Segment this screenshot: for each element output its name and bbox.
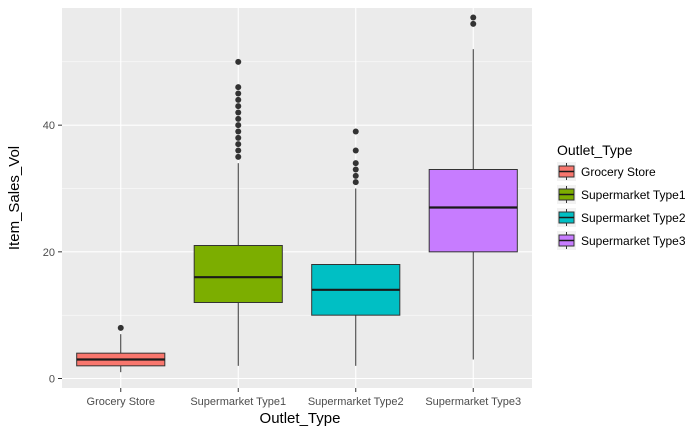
x-tick-label: Supermarket Type2	[308, 396, 404, 408]
legend-item: Supermarket Type3	[557, 231, 686, 250]
outlier-point	[235, 96, 242, 103]
outlier-point	[470, 14, 477, 21]
outlier-point	[117, 324, 124, 331]
outlier-point	[352, 179, 359, 186]
box-group	[428, 14, 518, 360]
x-axis-title: Outlet_Type	[260, 410, 341, 427]
outlier-point	[352, 172, 359, 179]
box-series-layer	[76, 14, 518, 373]
outlier-point	[352, 147, 359, 154]
box-iqr	[193, 245, 283, 303]
legend-label: Grocery Store	[581, 165, 656, 179]
outlier-point	[235, 141, 242, 148]
y-tick-label: 40	[43, 120, 55, 132]
outlier-point	[235, 90, 242, 97]
outlier-point	[235, 115, 242, 122]
outlier-point	[352, 128, 359, 135]
legend: Outlet_Type Grocery Store Supermarket Typ…	[557, 142, 686, 250]
y-axis-title: Item_Sales_Vol	[6, 146, 23, 250]
box-iqr	[428, 169, 518, 253]
outlier-point	[235, 58, 242, 65]
outlier-point	[235, 109, 242, 116]
outlier-point	[235, 84, 242, 91]
outlier-point	[352, 166, 359, 173]
outlier-point	[235, 147, 242, 154]
outlier-point	[235, 122, 242, 129]
legend-item: Grocery Store	[557, 162, 656, 181]
outlier-point	[470, 20, 477, 27]
y-axis-ticks: 0 20 40	[43, 120, 62, 386]
legend-label: Supermarket Type1	[581, 188, 686, 202]
outlier-point	[352, 160, 359, 167]
x-tick-label: Supermarket Type1	[190, 396, 286, 408]
legend-label: Supermarket Type3	[581, 234, 686, 248]
legend-item: Supermarket Type2	[557, 208, 686, 227]
legend-label: Supermarket Type2	[581, 211, 686, 225]
y-tick-label: 20	[43, 247, 55, 259]
legend-item: Supermarket Type1	[557, 185, 686, 204]
outlier-point	[235, 153, 242, 160]
x-axis-ticks: Grocery Store Supermarket Type1 Supermarke…	[87, 388, 521, 408]
x-tick-label: Grocery Store	[87, 396, 155, 408]
box-group	[76, 324, 166, 373]
outlier-point	[235, 134, 242, 141]
box-group	[193, 58, 283, 366]
outlier-point	[235, 103, 242, 110]
outlier-point	[235, 128, 242, 135]
box-group	[311, 128, 401, 366]
legend-title: Outlet_Type	[557, 142, 633, 158]
x-tick-label: Supermarket Type3	[425, 396, 521, 408]
y-tick-label: 0	[49, 374, 55, 386]
